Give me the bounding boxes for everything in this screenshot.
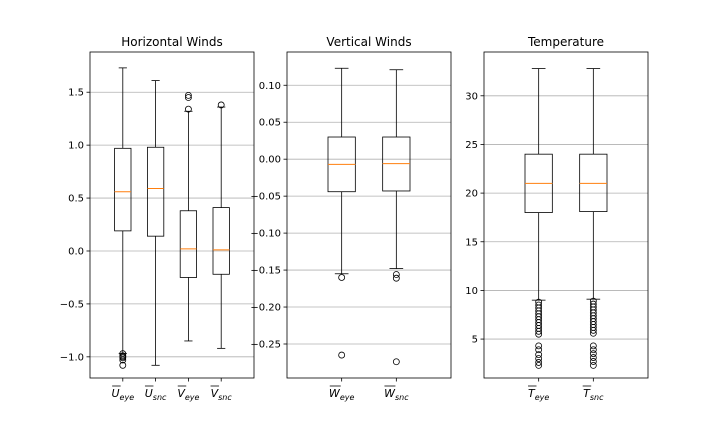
y-tick-label: 1.0: [68, 141, 84, 152]
outlier-point: [589, 358, 597, 365]
y-tick-label: 1.5: [68, 88, 84, 99]
outlier-point: [535, 327, 543, 335]
chart-title: Horizontal Winds: [121, 35, 223, 49]
y-tick-label: −0.10: [250, 229, 281, 240]
outlier-point: [184, 91, 192, 99]
outlier-point: [589, 354, 597, 361]
y-tick-label: 30: [465, 91, 478, 102]
x-tick-label-sub: eye: [535, 393, 550, 402]
axes-frame: [286, 51, 452, 379]
x-tick-label-base: W: [384, 387, 396, 400]
outlier-point: [119, 354, 127, 362]
iqr-box: [146, 146, 165, 237]
y-tick-label: 0.00: [259, 155, 281, 166]
x-tick-label: Tsnc: [583, 387, 604, 402]
outlier-point: [184, 105, 192, 113]
x-tick-label-base: V: [177, 387, 186, 400]
x-tick-label: Wsnc: [384, 387, 409, 402]
outlier-point: [535, 361, 543, 369]
x-tick-label-base: W: [329, 387, 341, 400]
outlier-point: [392, 271, 400, 278]
outlier-point: [392, 358, 400, 366]
iqr-box: [179, 210, 197, 278]
x-tick-label-base: T: [583, 387, 591, 400]
y-tick-label: −0.25: [250, 339, 281, 350]
y-tick-label: 10: [465, 286, 478, 297]
outlier-point: [589, 329, 597, 337]
outlier-point: [338, 351, 346, 359]
box-w-eye: [327, 67, 356, 359]
y-tick-label: 25: [465, 140, 478, 151]
x-tick-label-base: U: [145, 387, 153, 400]
box-u-eye: [114, 67, 132, 369]
y-tick-label: 15: [465, 237, 478, 248]
x-tick-label-base: T: [528, 387, 536, 400]
y-tick-label: 0.5: [68, 194, 84, 205]
y-tick-label: 20: [465, 189, 478, 200]
y-tick-label: −0.20: [250, 303, 281, 314]
outlier-point: [535, 359, 543, 366]
outlier-point: [338, 274, 346, 281]
outlier-point: [589, 350, 597, 358]
x-tick-label-sub: eye: [185, 393, 200, 402]
outlier-point: [589, 326, 597, 334]
outlier-point: [217, 101, 225, 109]
outlier-point: [184, 94, 192, 101]
box-w-snc: [382, 69, 411, 366]
iqr-box: [114, 147, 132, 232]
x-tick-label: Weye: [329, 387, 355, 402]
x-tick-label-sub: snc: [590, 393, 604, 402]
iqr-box: [212, 207, 230, 275]
outlier-point: [589, 346, 597, 354]
y-tick-label: 0.05: [259, 118, 281, 129]
panel-2: −0.25 −0.20 −0.15 −0.10 −0.05 0.00 0.05 0.10 Wey…: [250, 35, 452, 402]
x-tick-label-sub: eye: [120, 393, 135, 402]
x-tick-label: Ueye: [111, 387, 134, 402]
x-tick-label: Vsnc: [211, 387, 233, 402]
outlier-point: [535, 342, 543, 350]
outlier-point: [119, 356, 127, 364]
outlier-point: [119, 361, 127, 369]
x-tick-label-base: U: [111, 387, 119, 400]
outlier-point: [392, 274, 400, 282]
y-tick-label: 0.0: [68, 246, 84, 257]
box-v-snc: [212, 101, 230, 349]
x-tick-label-base: V: [211, 387, 220, 400]
axes-frame: [483, 51, 649, 379]
box-t-snc: [579, 68, 608, 369]
y-tick-label: 5: [472, 335, 478, 346]
chart-title: Temperature: [527, 35, 604, 49]
x-tick-label: Teye: [528, 387, 549, 402]
chart-title: Vertical Winds: [326, 35, 411, 49]
y-tick-label: 0.10: [259, 81, 281, 92]
y-tick-label: −0.15: [250, 266, 281, 277]
box-v-eye: [179, 91, 197, 342]
x-tick-label-sub: snc: [218, 393, 232, 402]
x-tick-label-sub: snc: [395, 393, 409, 402]
x-tick-label-sub: snc: [153, 393, 167, 402]
outlier-point: [589, 361, 597, 369]
x-tick-label-sub: eye: [340, 393, 355, 402]
x-tick-label: Veye: [177, 387, 199, 402]
box-u-snc: [146, 80, 165, 366]
outlier-point: [535, 351, 543, 359]
y-tick-label: −0.5: [60, 299, 84, 310]
axes-frame: [89, 51, 255, 379]
y-tick-label: −1.0: [60, 352, 84, 363]
outlier-point: [535, 330, 543, 338]
outlier-point: [535, 346, 543, 354]
outlier-point: [589, 342, 597, 350]
outlier-point: [535, 355, 543, 362]
x-tick-label: Usnc: [145, 387, 167, 402]
box-t-eye: [524, 68, 553, 369]
y-tick-label: −0.05: [250, 192, 281, 203]
